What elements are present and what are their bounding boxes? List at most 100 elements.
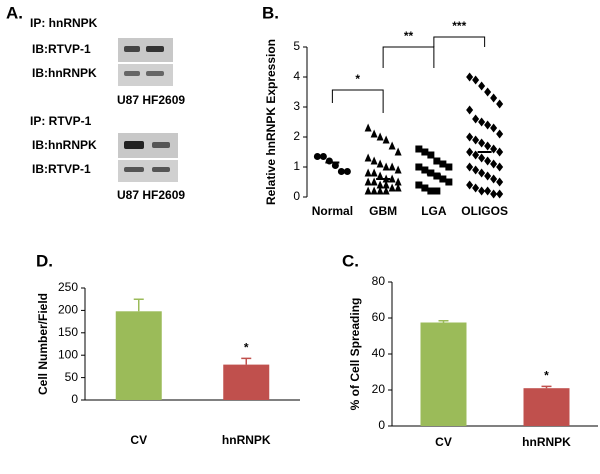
y-tick-label: 250 <box>58 280 78 294</box>
point <box>478 186 486 196</box>
point <box>490 123 498 133</box>
lane-labels: U87 HF2609 <box>117 93 185 107</box>
point <box>376 171 384 180</box>
point <box>484 186 492 196</box>
point <box>427 151 435 159</box>
point <box>421 184 429 192</box>
point <box>415 145 423 153</box>
point <box>382 135 390 144</box>
point <box>394 183 402 192</box>
ib-label: IB:RTVP-1 <box>32 162 91 176</box>
point <box>364 153 372 162</box>
point <box>376 159 384 168</box>
x-tick-label: CV <box>130 433 147 447</box>
x-tick-label: LGA <box>421 204 447 218</box>
point <box>415 163 423 171</box>
significance-bracket <box>382 46 435 68</box>
y-tick-label: 60 <box>372 310 386 324</box>
ib-label: IB:hnRNPK <box>32 138 97 152</box>
point <box>421 166 429 174</box>
significance-label: * <box>355 72 360 86</box>
point <box>433 187 441 195</box>
y-axis-title: Relative hnRNPK Expression <box>264 39 278 205</box>
point <box>478 81 486 91</box>
point <box>472 165 480 175</box>
ib-label: IB:RTVP-1 <box>32 42 91 56</box>
point <box>484 156 492 166</box>
point <box>376 186 384 195</box>
point <box>466 180 474 190</box>
y-axis-title: % of Cell Spreading <box>348 298 362 411</box>
point <box>370 186 378 195</box>
point <box>496 162 504 172</box>
x-tick-label: hnRNPK <box>222 433 271 447</box>
ip-label: IP: RTVP-1 <box>30 114 92 128</box>
point <box>364 168 372 177</box>
point <box>496 99 504 109</box>
point <box>376 132 384 141</box>
point <box>466 147 474 157</box>
point <box>466 105 474 115</box>
point <box>337 168 345 175</box>
error-bar <box>541 385 552 389</box>
point <box>388 174 396 183</box>
y-tick-label: 0 <box>293 189 300 203</box>
point <box>490 93 498 103</box>
point <box>496 147 504 157</box>
point <box>490 159 498 169</box>
point <box>421 148 429 156</box>
bar <box>523 388 570 426</box>
point <box>496 129 504 139</box>
point <box>319 153 327 160</box>
point <box>478 117 486 127</box>
significance-label: ** <box>404 29 414 43</box>
x-tick-label: hnRNPK <box>522 435 571 449</box>
panel-label: A. <box>6 3 23 22</box>
point <box>445 163 453 171</box>
point <box>331 162 339 169</box>
point <box>445 178 453 186</box>
point <box>433 157 441 165</box>
y-tick-label: 1 <box>293 159 300 173</box>
ip-label: IP: hnRNPK <box>30 16 98 30</box>
point <box>484 87 492 97</box>
panel-label: B. <box>262 3 279 22</box>
point <box>478 153 486 163</box>
point <box>472 135 480 145</box>
x-tick-label: OLIGOS <box>461 204 508 218</box>
y-tick-label: 100 <box>58 347 78 361</box>
bar <box>223 364 270 400</box>
point <box>472 150 480 160</box>
y-tick-label: 0 <box>378 418 385 432</box>
error-bar <box>133 298 144 312</box>
point <box>478 168 486 178</box>
point <box>343 168 351 175</box>
point <box>472 114 480 124</box>
y-tick-label: 50 <box>65 370 79 384</box>
blot <box>118 38 173 86</box>
point <box>490 174 498 184</box>
significance-label: *** <box>452 19 466 33</box>
x-tick-label: GBM <box>369 204 397 218</box>
point <box>484 141 492 151</box>
point <box>382 162 390 171</box>
x-tick-label: CV <box>435 435 452 449</box>
point <box>490 189 498 199</box>
x-tick-label: Normal <box>312 204 353 218</box>
y-tick-label: 40 <box>372 346 386 360</box>
point <box>388 141 396 150</box>
bar <box>115 311 162 400</box>
panel-label: C. <box>342 251 359 270</box>
point <box>490 144 498 154</box>
point <box>466 72 474 82</box>
y-tick-label: 20 <box>372 382 386 396</box>
panel-label: D. <box>36 251 53 270</box>
significance-bracket <box>433 36 486 47</box>
point <box>370 168 378 177</box>
point <box>370 177 378 186</box>
significance-label: * <box>544 369 549 383</box>
y-tick-label: 2 <box>293 129 300 143</box>
y-tick-label: 5 <box>293 39 300 53</box>
bar <box>420 322 467 426</box>
point <box>472 75 480 85</box>
